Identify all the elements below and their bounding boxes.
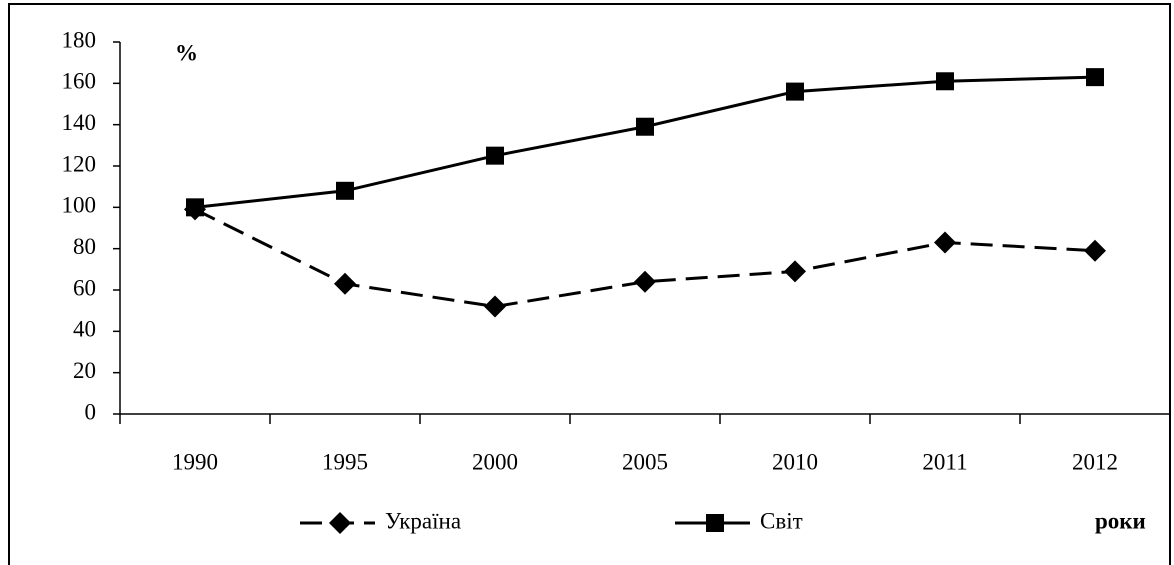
data-point: [634, 270, 656, 293]
x-tick-label: 2000: [472, 449, 518, 474]
data-point: [936, 72, 954, 91]
x-tick-label: 2011: [922, 449, 967, 474]
data-point: [784, 260, 806, 283]
data-point: [786, 82, 804, 101]
x-tick-label: 2012: [1072, 449, 1118, 474]
y-tick-label: 20: [73, 358, 96, 383]
legend-label: Світ: [760, 508, 803, 533]
y-tick-label: 140: [62, 110, 97, 135]
y-tick-label: 160: [62, 69, 97, 94]
x-axis-label: роки: [1095, 508, 1146, 533]
data-point: [486, 146, 504, 165]
legend-marker: [706, 514, 724, 532]
series-line: [194, 75, 1096, 209]
data-point: [1084, 239, 1106, 262]
y-tick-label: 60: [73, 275, 96, 300]
x-tick-label: 1995: [322, 449, 368, 474]
y-tick-label: 80: [73, 234, 96, 259]
frame: [8, 3, 1171, 565]
y-tick-label: 100: [62, 193, 97, 218]
y-tick-label: 180: [62, 27, 97, 52]
data-point: [186, 198, 204, 217]
data-point: [934, 231, 956, 254]
data-point: [636, 117, 654, 136]
y-tick-label: 120: [62, 151, 97, 176]
x-tick-label: 1990: [172, 449, 218, 474]
legend-marker: [329, 512, 351, 534]
y-tick-label: 40: [73, 317, 96, 342]
data-point: [484, 295, 506, 318]
x-tick-label: 2005: [622, 449, 668, 474]
data-point: [1086, 68, 1104, 87]
y-tick-label: 0: [85, 399, 97, 424]
data-point: [336, 181, 354, 200]
data-point: [334, 272, 356, 295]
legend-label: Україна: [385, 508, 461, 533]
x-tick-label: 2010: [772, 449, 818, 474]
y-axis-label: %: [175, 40, 198, 65]
